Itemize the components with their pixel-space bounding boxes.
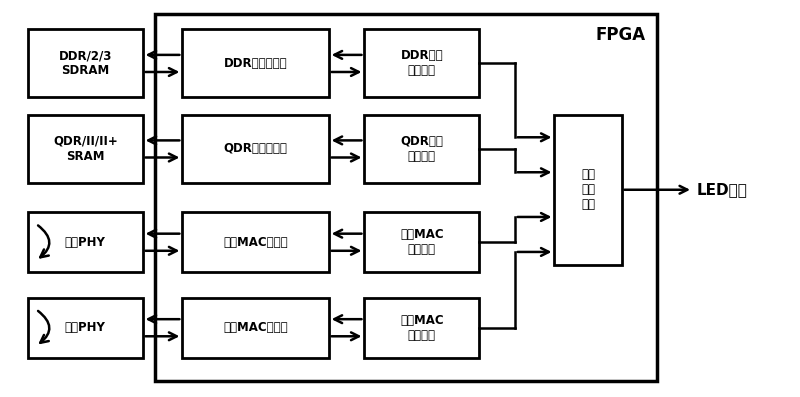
Text: QDR内存
检测模块: QDR内存 检测模块 [400, 135, 443, 163]
Text: 千兆MAC控制器: 千兆MAC控制器 [223, 236, 288, 249]
Bar [554, 115, 622, 264]
Bar [182, 298, 329, 358]
Text: 万兆MAC
检测模块: 万兆MAC 检测模块 [400, 314, 443, 342]
Text: 千兆PHY: 千兆PHY [65, 236, 106, 249]
Bar [28, 115, 142, 183]
Bar [364, 115, 479, 183]
Bar [364, 212, 479, 272]
Bar [154, 14, 658, 381]
Text: 结果
汇总
模块: 结果 汇总 模块 [581, 168, 595, 211]
Bar [28, 29, 142, 97]
Text: FPGA: FPGA [595, 25, 646, 44]
Bar [182, 29, 329, 97]
Text: 万兆PHY: 万兆PHY [65, 321, 106, 334]
Bar [182, 212, 329, 272]
Bar [364, 298, 479, 358]
Text: QDR内存控制器: QDR内存控制器 [223, 143, 287, 156]
Text: DDR内存
检测模块: DDR内存 检测模块 [401, 50, 443, 77]
Text: QDR/II/II+
SRAM: QDR/II/II+ SRAM [53, 135, 118, 163]
Text: 千兆MAC
检测模块: 千兆MAC 检测模块 [400, 228, 443, 256]
Text: LED显示: LED显示 [697, 182, 748, 197]
Bar [28, 298, 142, 358]
Bar [28, 212, 142, 272]
Text: 万兆MAC控制器: 万兆MAC控制器 [223, 321, 288, 334]
Bar [364, 29, 479, 97]
Bar [182, 115, 329, 183]
Text: DDR/2/3
SDRAM: DDR/2/3 SDRAM [58, 50, 112, 77]
Text: DDR内存控制器: DDR内存控制器 [224, 57, 287, 70]
